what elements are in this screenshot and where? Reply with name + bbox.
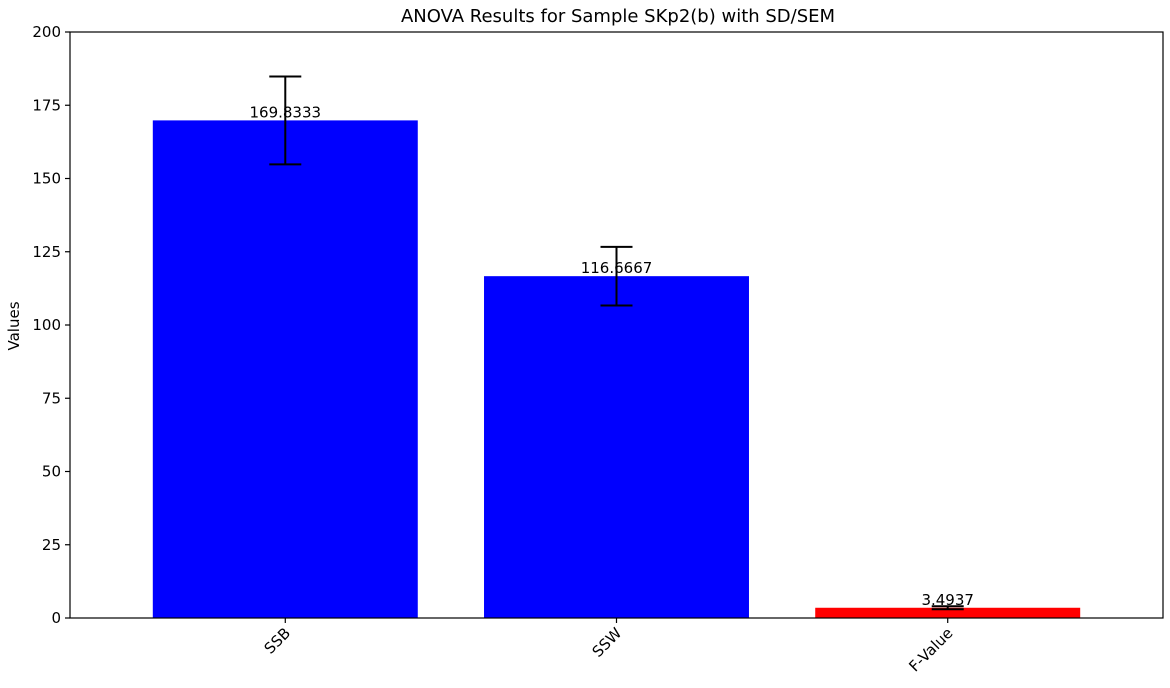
data-label-ssb: 169.8333 — [249, 103, 321, 121]
x-tick-label-ssw: SSW — [589, 624, 626, 661]
x-tick-label-ssb: SSB — [261, 624, 294, 657]
x-tick-label-f-value: F-Value — [905, 624, 956, 675]
error-bars-group — [269, 75, 964, 611]
y-tick-label: 150 — [32, 170, 61, 188]
y-tick-label: 25 — [42, 536, 61, 554]
data-label-ssw: 116.6667 — [581, 259, 653, 277]
bar-ssb — [152, 120, 418, 618]
y-axis-label: Values — [5, 301, 23, 350]
y-tick-label: 200 — [32, 23, 61, 41]
error-bar-ssw — [600, 245, 633, 307]
bar-f-value — [815, 607, 1081, 618]
y-tick-label: 75 — [42, 389, 61, 407]
data-labels-group: 169.8333 116.6667 3.4937 — [249, 103, 973, 608]
y-axis-ticks: 0 25 50 75 100 125 150 175 200 — [32, 23, 70, 627]
bars-group — [152, 120, 1081, 618]
error-bar-ssb — [269, 75, 302, 166]
data-label-f-value: 3.4937 — [921, 591, 974, 609]
y-tick-label: 100 — [32, 316, 61, 334]
plot-frame — [69, 31, 1164, 619]
error-bar-f-value — [931, 605, 964, 611]
chart-title: ANOVA Results for Sample SKp2(b) with SD… — [401, 6, 835, 27]
y-tick-label: 175 — [32, 96, 61, 114]
y-tick-label: 125 — [32, 243, 61, 261]
y-tick-label: 50 — [42, 463, 61, 481]
y-tick-label: 0 — [51, 609, 61, 627]
x-axis-ticks: SSB SSW F-Value — [261, 618, 957, 675]
bar-ssw — [484, 276, 749, 618]
